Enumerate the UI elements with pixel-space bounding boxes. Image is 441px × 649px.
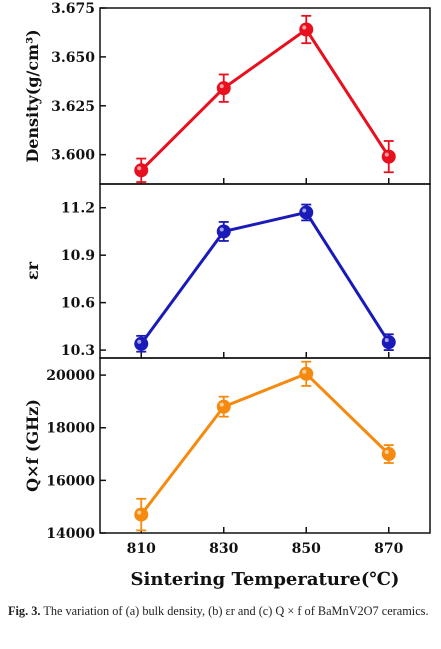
panel-1: 3.600 3.625 3.650 3.675 Density(g/cm³) xyxy=(23,1,431,185)
caption-text: The variation of (a) bulk density, (b) ε… xyxy=(43,604,429,618)
data-point-highlight xyxy=(137,510,142,515)
y-tick-label: 20000 xyxy=(46,368,95,384)
data-point xyxy=(134,163,149,178)
data-point-highlight xyxy=(137,339,142,344)
y-axis-label: Density(g/cm³) xyxy=(23,29,42,162)
y-tick-label: 10.3 xyxy=(61,343,95,359)
data-point xyxy=(134,507,149,522)
series-line xyxy=(140,372,390,516)
data-point xyxy=(381,335,396,350)
data-point xyxy=(216,81,231,96)
data-point-highlight xyxy=(219,402,224,407)
series-line xyxy=(140,210,391,345)
data-point xyxy=(381,149,396,164)
x-tick-label: 870 xyxy=(374,541,403,557)
data-point xyxy=(299,22,314,37)
data-point-highlight xyxy=(384,450,389,455)
y-axis-label: Q×f (GHz) xyxy=(23,399,42,492)
data-point xyxy=(216,224,231,239)
data-point-highlight xyxy=(302,25,307,30)
y-tick-label: 3.650 xyxy=(51,50,95,66)
plot-frame xyxy=(99,357,431,534)
x-axis-label: Sintering Temperature(℃) xyxy=(131,569,400,590)
y-tick-label: 10.6 xyxy=(61,296,95,312)
x-tick-label: 850 xyxy=(292,541,321,557)
data-point-highlight xyxy=(384,152,389,157)
data-point xyxy=(216,399,231,414)
data-point-highlight xyxy=(302,369,307,374)
data-point-highlight xyxy=(219,84,224,89)
y-tick-label: 14000 xyxy=(46,526,95,542)
y-tick-label: 3.675 xyxy=(51,1,95,17)
x-tick-label: 830 xyxy=(209,541,238,557)
plot-frame xyxy=(99,7,431,185)
data-point-highlight xyxy=(384,338,389,343)
y-tick-label: 18000 xyxy=(46,421,95,437)
data-point xyxy=(299,366,314,381)
y-tick-label: 10.9 xyxy=(61,248,95,264)
data-point-highlight xyxy=(302,208,307,213)
x-tick-label: 810 xyxy=(127,541,156,557)
data-point xyxy=(134,336,149,351)
caption-label: Fig. 3. xyxy=(8,604,41,618)
data-point xyxy=(299,205,314,220)
y-tick-label: 3.600 xyxy=(51,148,95,164)
y-tick-label: 11.2 xyxy=(61,201,95,217)
y-tick-label: 16000 xyxy=(46,473,95,489)
figure-caption: Fig. 3. The variation of (a) bulk densit… xyxy=(8,603,433,620)
y-axis-label: εr xyxy=(23,261,42,280)
stacked-line-chart: 3.6003.6253.6503.675Density(g/cm³)10.310… xyxy=(23,1,431,590)
panel-2: 10.3 10.6 10.9 11.2 εr xyxy=(23,183,431,359)
y-tick-label: 3.625 xyxy=(51,99,95,115)
series-line xyxy=(140,27,391,172)
data-point-highlight xyxy=(137,166,142,171)
data-point-highlight xyxy=(219,227,224,232)
data-point xyxy=(381,447,396,462)
